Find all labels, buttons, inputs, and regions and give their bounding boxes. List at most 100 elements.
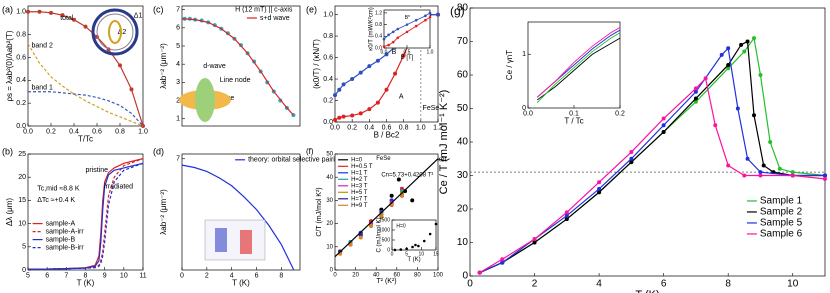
data-point <box>693 86 698 91</box>
x-tick-label: 10 <box>419 251 425 257</box>
series-line <box>536 32 621 103</box>
data-point <box>500 260 505 265</box>
annotation: Line node <box>220 77 251 84</box>
data-point <box>405 23 409 26</box>
data-point <box>713 123 718 128</box>
y-axis-label: Δλ (μm) <box>5 198 14 227</box>
legend-label: sample-A <box>46 220 76 227</box>
y-tick-label: 0.4 <box>375 34 382 40</box>
y-tick-label: 10 <box>457 237 469 248</box>
data-point <box>726 62 731 67</box>
data-point <box>428 232 432 236</box>
data-point <box>693 96 698 101</box>
data-point <box>790 170 795 175</box>
data-point <box>661 123 666 128</box>
y-tick-label: 0.8 <box>16 31 26 38</box>
panel-label: (c) <box>153 4 164 14</box>
data-point <box>735 106 740 111</box>
annotation: B <box>392 49 397 56</box>
data-point <box>629 156 634 161</box>
data-point <box>387 33 390 37</box>
legend-label: H=0 <box>351 157 363 163</box>
y-tick-label: 1.0 <box>323 11 333 18</box>
data-point <box>391 40 395 44</box>
y-tick-label: 0.2 <box>16 100 26 107</box>
x-axis-label: T² (K²) <box>376 278 396 285</box>
y-tick-label: 3 <box>176 79 180 86</box>
data-point <box>382 37 386 41</box>
data-point <box>379 214 384 219</box>
y-tick-label: 4 <box>176 61 180 68</box>
y-tick-label: 0.4 <box>16 77 26 84</box>
legend-label: H=3 T <box>351 183 368 189</box>
data-point <box>405 247 408 251</box>
y-tick-label: 1500 <box>379 217 390 223</box>
legend-label: H=5 T <box>351 190 368 196</box>
x-tick-label: 100 <box>433 272 444 278</box>
plot-frame <box>27 153 144 271</box>
data-point <box>597 180 602 185</box>
plot-frame <box>383 9 431 49</box>
x-tick-label: 0.0 <box>523 110 533 117</box>
data-point <box>564 217 569 222</box>
x-tick-label: 8 <box>84 272 88 279</box>
x-tick-label: 2 <box>532 279 538 290</box>
data-point <box>726 46 731 51</box>
series-line <box>28 162 144 270</box>
data-point <box>703 76 708 81</box>
legend-label: total <box>60 15 74 22</box>
y-tick-label: 7 <box>176 156 180 163</box>
data-point <box>758 173 763 178</box>
x-tick-label: 0.2 <box>347 124 357 131</box>
legend-label: Sample 1 <box>760 196 803 207</box>
x-tick-label: 8 <box>279 272 283 279</box>
data-point <box>396 27 400 31</box>
data-point <box>417 244 420 248</box>
series-line <box>334 158 439 258</box>
panel-label: (b) <box>2 146 13 156</box>
inset: 0.0 0.2 0.4 0.6 0.8 1.0 0.0 0.2 0.4 0.6 0.8 1.0 T/Tc… <box>2 4 148 143</box>
annotation: Cn=5.73+0.4208 T³ <box>381 172 433 178</box>
legend-label: Sample 2 <box>760 207 803 218</box>
x-tick-label: 0.0 <box>23 128 33 135</box>
x-axis-label: T/Tc <box>78 134 93 143</box>
y-tick-label: 25 <box>18 151 26 158</box>
x-tick-label: 0.8 <box>115 128 125 135</box>
y-tick-label: 40 <box>457 137 469 148</box>
series-line <box>181 18 294 116</box>
legend-label: sample-B-irr <box>46 244 85 251</box>
data-point <box>396 177 401 182</box>
y-tick-label: 5 <box>176 43 180 50</box>
series-line <box>181 164 295 271</box>
x-tick-label: 15 <box>433 251 439 257</box>
data-point <box>428 16 432 19</box>
data-point <box>382 45 386 48</box>
data-point <box>597 190 602 195</box>
data-point <box>375 58 380 63</box>
data-point <box>337 87 342 92</box>
annotation: FeSe <box>376 156 391 162</box>
y-tick-label: 0 <box>462 271 468 282</box>
y-tick-label: 0.6 <box>16 54 26 61</box>
y-tick-label: 30 <box>457 170 469 181</box>
data-point <box>401 53 406 58</box>
x-tick-label: 5 <box>405 251 408 257</box>
x-axis-label: T (K) <box>407 257 420 263</box>
data-point <box>396 36 400 40</box>
data-point <box>369 223 374 228</box>
x-tick-label: 40 <box>373 272 380 278</box>
data-point <box>26 9 30 14</box>
annotation: FeSe <box>423 105 440 112</box>
data-point <box>500 257 505 262</box>
y-tick-label: 5 <box>22 244 26 251</box>
y-axis-label: Ce / T (mJ mol⁻¹ K⁻²) <box>438 90 450 195</box>
annotation: irradiated <box>104 183 133 190</box>
x-tick-label: 80 <box>414 272 421 278</box>
legend-label: sample-A-irr <box>46 228 85 235</box>
data-point <box>629 160 634 165</box>
data-point <box>758 170 763 175</box>
y-tick-label: 1.0 <box>16 9 26 16</box>
y-tick-label: 70 <box>457 36 469 47</box>
x-tick-label: 0.4 <box>69 128 79 135</box>
y-axis-label: (κ0/T) / (κN/T) <box>312 39 321 89</box>
